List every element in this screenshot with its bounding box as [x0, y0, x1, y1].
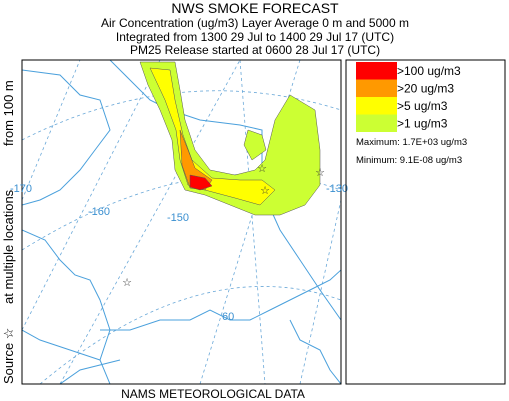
legend-label: >1 ug/m3	[397, 117, 448, 131]
caption-part: at multiple locations	[1, 189, 16, 304]
svg-text:☆: ☆	[122, 277, 132, 289]
legend: >100 ug/m3 >20 ug/m3 >5 ug/m3 >1 ug/m3	[356, 62, 461, 132]
source-caption: Source ☆ at multiple locations from 100 …	[1, 80, 16, 384]
svg-text:☆: ☆	[315, 167, 325, 179]
footer: NAMS METEOROLOGICAL DATA	[121, 387, 305, 401]
subtitle: Integrated from 1300 29 Jul to 1400 29 J…	[116, 30, 394, 44]
title: NWS SMOKE FORECAST	[171, 0, 339, 16]
minimum: Minimum: 9.1E-08 ug/m3	[356, 155, 462, 166]
legend-frame	[345, 59, 506, 385]
map-label: -150	[167, 212, 189, 224]
source-markers: ☆ ☆ ☆ ☆	[122, 163, 325, 289]
map-label: 60	[222, 311, 234, 323]
legend-label: >100 ug/m3	[397, 64, 461, 78]
svg-text:☆: ☆	[260, 185, 270, 197]
legend-swatch	[356, 62, 397, 80]
map-label: -130	[326, 183, 348, 195]
legend-label: >5 ug/m3	[397, 99, 448, 113]
caption-part: from 100 m	[1, 80, 16, 146]
legend-swatch	[356, 97, 397, 115]
map-frame	[21, 59, 342, 385]
subtitle: PM25 Release started at 0600 28 Jul 17 (…	[130, 43, 380, 57]
smoke-plume	[139, 61, 321, 216]
legend-swatch	[356, 114, 397, 132]
legend-label: >20 ug/m3	[397, 82, 454, 96]
map-label: -170	[10, 183, 32, 195]
legend-swatch	[356, 79, 397, 97]
map-label: -160	[88, 206, 110, 218]
maximum: Maximum: 1.7E+03 ug/m3	[356, 137, 467, 148]
coastline	[22, 60, 341, 384]
map: ☆ ☆ ☆ ☆ -170 -160 -150 -130 60	[10, 59, 348, 385]
subtitle: Air Concentration (ug/m3) Layer Average …	[101, 16, 409, 30]
caption-part: Source ☆	[1, 328, 16, 384]
svg-text:☆: ☆	[257, 163, 267, 175]
